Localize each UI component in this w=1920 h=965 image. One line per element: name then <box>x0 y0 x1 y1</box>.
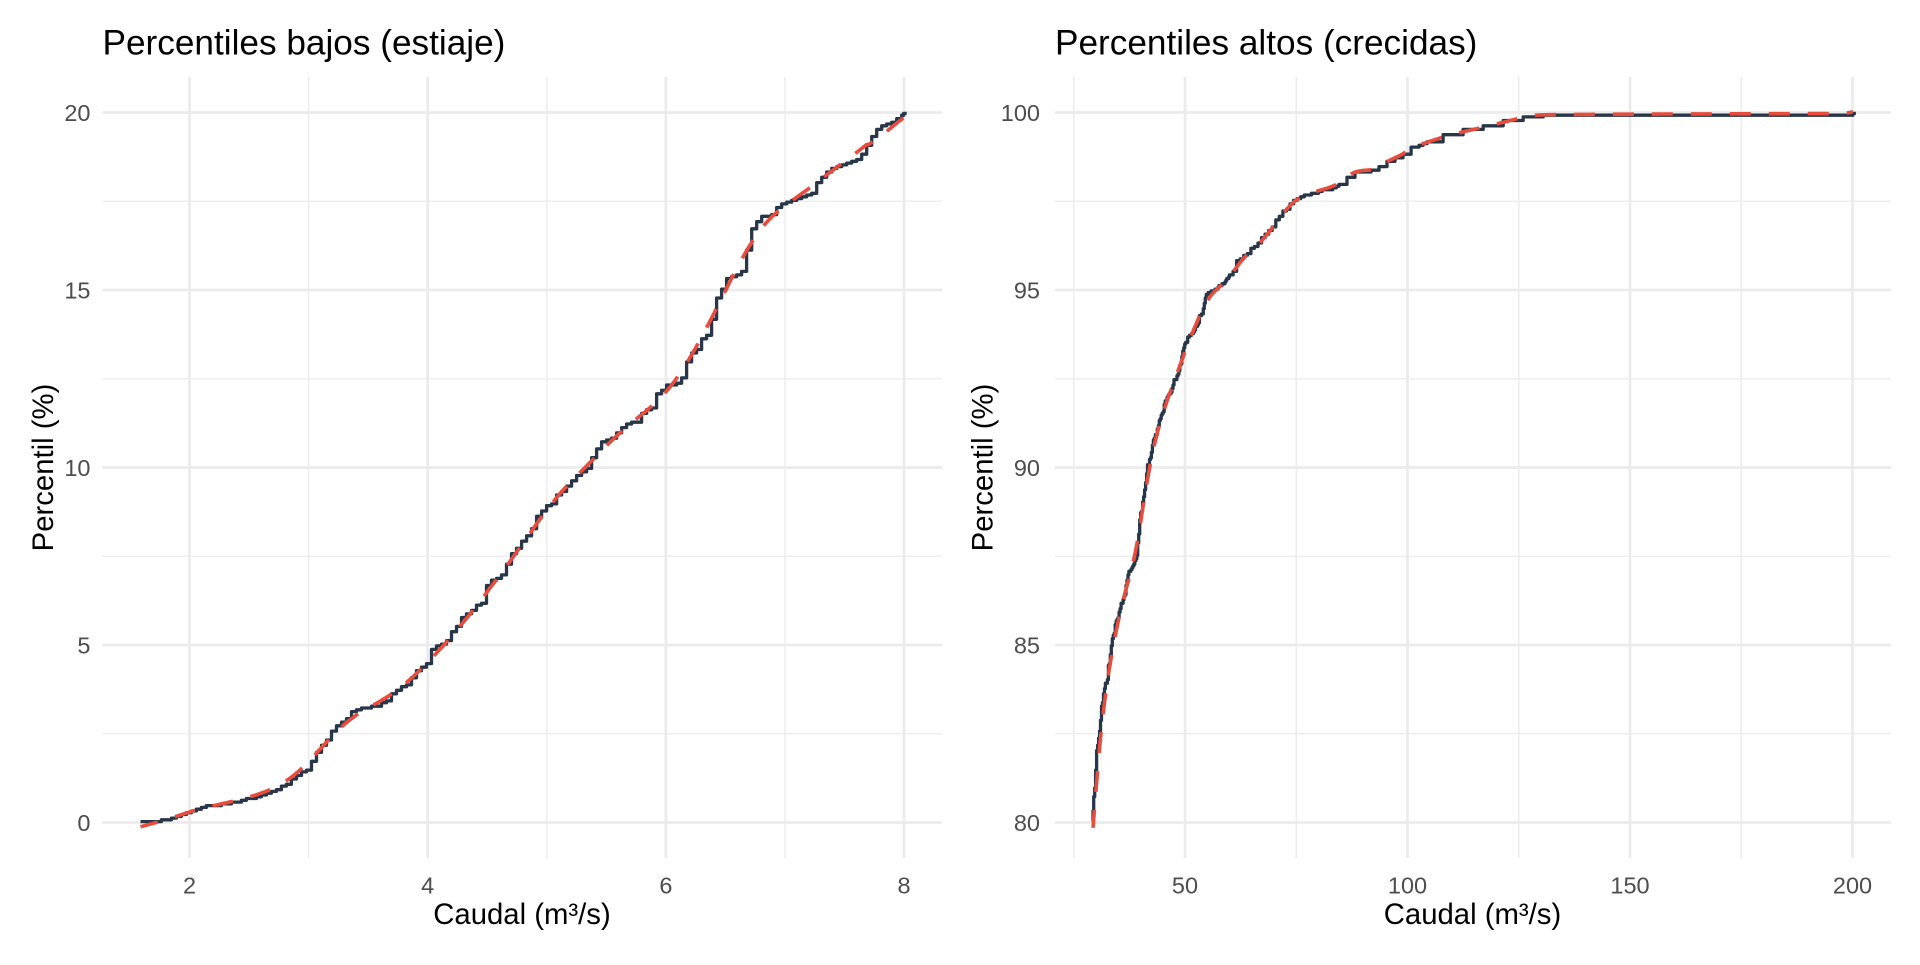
svg-text:5: 5 <box>77 632 90 658</box>
svg-text:15: 15 <box>64 277 90 303</box>
svg-text:20: 20 <box>64 100 90 126</box>
svg-text:2: 2 <box>183 873 196 899</box>
svg-text:50: 50 <box>1172 873 1198 899</box>
svg-text:Caudal (m³/s): Caudal (m³/s) <box>1384 898 1561 931</box>
svg-text:Percentiles altos (crecidas): Percentiles altos (crecidas) <box>1055 24 1477 63</box>
svg-text:8: 8 <box>898 873 911 899</box>
svg-text:100: 100 <box>1001 100 1040 126</box>
svg-text:0: 0 <box>77 810 90 836</box>
svg-text:150: 150 <box>1610 873 1649 899</box>
svg-text:4: 4 <box>421 873 434 899</box>
svg-text:Percentil (%): Percentil (%) <box>967 384 1000 552</box>
svg-text:Percentil (%): Percentil (%) <box>27 384 60 552</box>
svg-text:100: 100 <box>1388 873 1427 899</box>
svg-text:90: 90 <box>1014 455 1040 481</box>
svg-text:85: 85 <box>1014 632 1040 658</box>
svg-text:95: 95 <box>1014 277 1040 303</box>
svg-text:200: 200 <box>1833 873 1872 899</box>
svg-text:Caudal (m³/s): Caudal (m³/s) <box>433 898 610 931</box>
svg-text:10: 10 <box>64 455 90 481</box>
svg-text:Percentiles bajos (estiaje): Percentiles bajos (estiaje) <box>103 24 506 63</box>
svg-text:6: 6 <box>659 873 672 899</box>
svg-text:80: 80 <box>1014 810 1040 836</box>
